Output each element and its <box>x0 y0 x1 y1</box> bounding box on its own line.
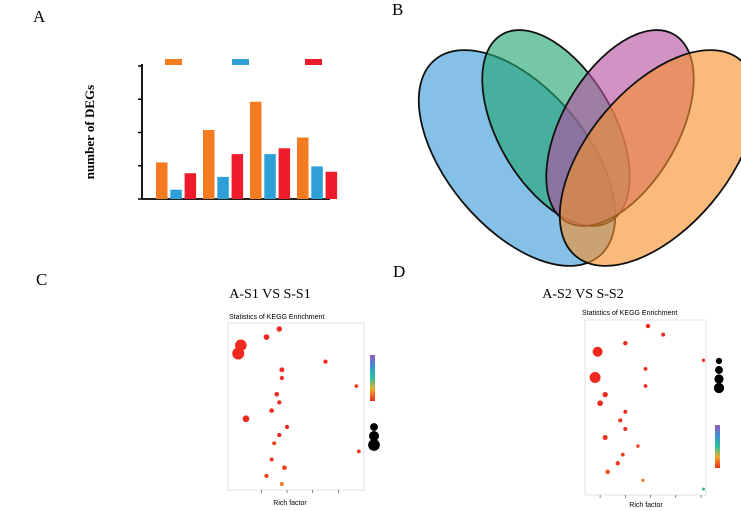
bubble-point <box>282 465 287 471</box>
kegg-panel-d: A-S2 VS S-S2 Statistics of KEGG Enrichme… <box>542 287 725 509</box>
number-legend-bubble <box>368 439 380 451</box>
bubble-point <box>615 461 620 466</box>
panel-d-xlabel: Rich factor <box>629 502 663 509</box>
bubble-point <box>279 375 285 381</box>
qvalue-colorbar <box>715 425 720 468</box>
bubble-point <box>279 367 285 373</box>
bubble-point <box>277 400 282 405</box>
panel-c-title: A-S1 VS S-S1 <box>229 287 310 302</box>
bubble-point <box>701 358 706 362</box>
y-axis-label: number of DEGs <box>82 85 97 179</box>
bubble-point <box>701 487 706 491</box>
panel-d-subtitle: Statistics of KEGG Enrichment <box>582 310 677 317</box>
bubble-point <box>645 323 651 329</box>
bubble-point <box>232 347 245 360</box>
bubble-point <box>605 469 610 475</box>
bubble-point <box>643 367 648 371</box>
panel-c-subtitle: Statistics of KEGG Enrichment <box>229 314 324 321</box>
bar-up <box>325 171 338 199</box>
plot-frame <box>227 322 365 491</box>
qvalue-colorbar <box>370 355 375 401</box>
panel-d-title: A-S2 VS S-S2 <box>542 287 623 302</box>
bubble-point <box>602 434 608 441</box>
bar-up <box>278 148 291 199</box>
bubble-point <box>274 391 280 397</box>
legend-swatch-up <box>305 59 322 65</box>
legend-swatch-down <box>232 59 249 65</box>
bubble-point <box>641 478 645 483</box>
panel-label-c: C <box>36 270 47 289</box>
bar-down <box>264 154 276 199</box>
bar-total <box>250 101 262 199</box>
bubble-point <box>264 473 269 478</box>
legend-swatch-total <box>165 59 182 65</box>
bubble-point <box>602 391 608 398</box>
bubble-point <box>643 384 648 388</box>
bubble-point <box>276 326 283 332</box>
bubble-point <box>272 441 277 446</box>
bubble-point <box>597 400 603 407</box>
number-legend-bubble <box>714 374 724 384</box>
bubble-point <box>323 359 328 364</box>
bar-up <box>184 173 197 199</box>
panel-label-d: D <box>393 262 405 281</box>
bar-down <box>170 189 182 199</box>
bar-series <box>156 101 338 199</box>
bubble-point <box>354 384 359 388</box>
bubble-point <box>636 444 640 448</box>
bubble-point <box>277 432 282 438</box>
number-legend-bubble <box>368 430 380 442</box>
number-legend-bubble <box>715 366 723 374</box>
bubble-point <box>592 346 603 357</box>
bubble-point <box>263 334 270 341</box>
bubble-point <box>623 426 628 432</box>
bubble-point <box>269 457 274 462</box>
number-legend-bubble <box>370 423 378 431</box>
panel-c-xlabel: Rich factor <box>273 500 307 507</box>
bubble-point <box>242 415 250 423</box>
plot-frame <box>584 319 707 496</box>
bubble-point <box>618 418 623 423</box>
number-legend-bubble <box>715 357 723 365</box>
bubble-point <box>589 371 601 383</box>
bubble-point <box>623 409 628 414</box>
bubble-point <box>269 408 274 413</box>
venn-panel <box>417 29 741 267</box>
bar-total <box>203 130 215 199</box>
bubble-point <box>620 452 625 457</box>
number-legend-bubble <box>713 382 725 394</box>
bar-legend <box>165 59 322 65</box>
bubble-point <box>356 449 361 454</box>
bar-down <box>311 166 323 199</box>
bar-total <box>297 137 309 199</box>
bubble-point <box>279 481 284 487</box>
bar-chart-panel: number of DEGs <box>82 59 338 200</box>
bubble-point <box>661 332 666 337</box>
panel-label-a: A <box>33 7 46 26</box>
kegg-panel-c: A-S1 VS S-S1 Statistics of KEGG Enrichme… <box>227 287 380 507</box>
bubble-point <box>284 424 290 430</box>
bar-down <box>217 176 229 199</box>
panel-label-b: B <box>392 0 403 19</box>
bar-total <box>156 162 168 199</box>
venn-set-4 <box>558 49 741 267</box>
bar-up <box>231 154 244 199</box>
bubble-point <box>623 340 628 346</box>
